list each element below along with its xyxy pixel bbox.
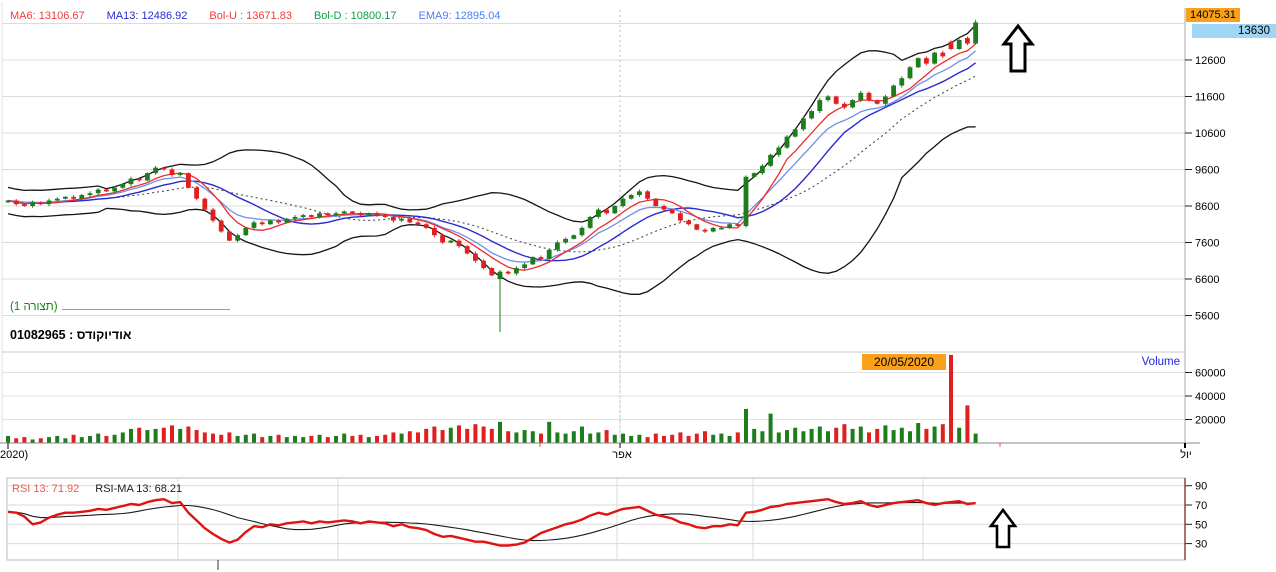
xaxis-april-label: אפר bbox=[612, 449, 632, 461]
svg-text:11600: 11600 bbox=[1195, 91, 1225, 103]
svg-text:30: 30 bbox=[1195, 539, 1207, 551]
svg-text:6600: 6600 bbox=[1195, 274, 1219, 286]
security-name-label: 01082965 : אודיוקודס bbox=[10, 328, 132, 342]
svg-text:12600: 12600 bbox=[1195, 55, 1226, 67]
date-flag[interactable]: 20/05/2020 bbox=[862, 354, 946, 370]
legend-bol-d: Bol-D : 10800.17 bbox=[313, 10, 397, 22]
svg-text:90: 90 bbox=[1195, 481, 1207, 493]
svg-text:8600: 8600 bbox=[1195, 201, 1219, 213]
svg-text:5600: 5600 bbox=[1195, 310, 1219, 322]
svg-text:9600: 9600 bbox=[1195, 164, 1219, 176]
svg-text:40000: 40000 bbox=[1195, 391, 1226, 403]
svg-text:60000: 60000 bbox=[1195, 367, 1226, 379]
annotation-line[interactable] bbox=[62, 309, 230, 310]
rsi-header: RSI 13: 71.92 RSI-MA 13: 68.21 bbox=[12, 483, 182, 495]
indicator-legend: MA6: 13106.67 MA13: 12486.92 Bol-U : 136… bbox=[10, 10, 501, 22]
volume-panel-label: Volume bbox=[1141, 356, 1180, 368]
xaxis-july-label: יול bbox=[1180, 449, 1192, 461]
rsi-ma-value-label: RSI-MA 13: 68.21 bbox=[95, 483, 183, 495]
svg-text:50: 50 bbox=[1195, 519, 1207, 531]
up-arrow-annotation-rsi[interactable] bbox=[988, 507, 1018, 551]
svg-text:7600: 7600 bbox=[1195, 237, 1219, 249]
last-price-box: 13630 bbox=[1192, 24, 1276, 38]
rsi-value-label: RSI 13: 71.92 bbox=[12, 483, 80, 495]
svg-text:10600: 10600 bbox=[1195, 128, 1226, 140]
svg-text:70: 70 bbox=[1195, 500, 1207, 512]
legend-ema9: EMA9: 12895.04 bbox=[418, 10, 501, 22]
legend-bol-u: Bol-U : 13671.83 bbox=[209, 10, 292, 22]
shape-annotation-label[interactable]: (תצורה 1) bbox=[10, 301, 58, 313]
xaxis-year-label: 2020) bbox=[0, 449, 29, 461]
legend-ma6: MA6: 13106.67 bbox=[10, 10, 85, 22]
price-high-box: 14075.31 bbox=[1186, 8, 1240, 22]
up-arrow-annotation-main[interactable] bbox=[1000, 23, 1036, 75]
legend-ma13: MA13: 12486.92 bbox=[106, 10, 188, 22]
svg-text:20000: 20000 bbox=[1195, 414, 1226, 426]
